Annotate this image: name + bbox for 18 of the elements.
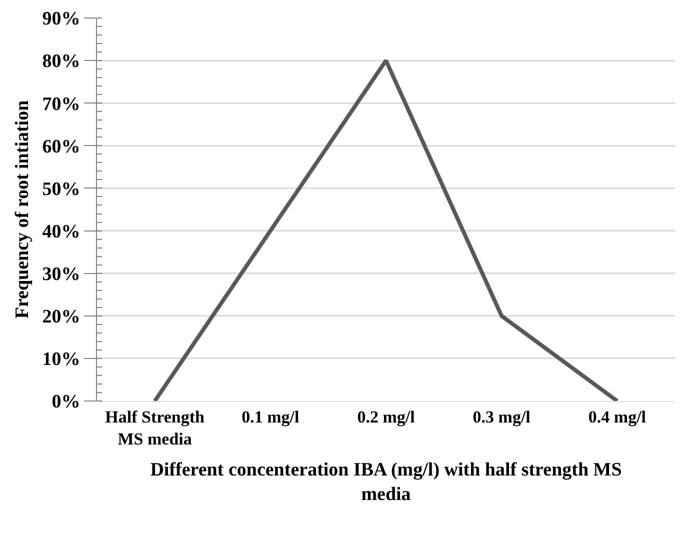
y-tick-label: 0% <box>52 392 80 413</box>
y-tick-label: 90% <box>42 8 80 30</box>
x-tick-label: Half Strength MS media <box>105 407 206 448</box>
x-tick-label: 0.4 mg/l <box>588 407 646 426</box>
x-tick-label: 0.1 mg/l <box>242 407 300 426</box>
y-tick-label: 40% <box>42 221 80 242</box>
y-tick-label: 70% <box>42 94 80 115</box>
y-tick-label: 80% <box>42 51 80 72</box>
x-tick-label: 0.3 mg/l <box>472 407 531 426</box>
line-series <box>152 58 620 401</box>
x-tick-label: 0.2 mg/l <box>357 407 416 426</box>
y-tick-label: 50% <box>42 178 80 200</box>
y-tick-label: 30% <box>42 264 80 285</box>
y-tick-label: 60% <box>42 136 80 158</box>
y-tick-label: 10% <box>42 349 80 370</box>
y-tick-label: 20% <box>42 306 80 328</box>
x-axis-title: Different concenteration IBA (mg/l) with half strength MS media <box>150 459 622 505</box>
y-axis-title: Frequency of root intiation <box>12 100 34 319</box>
